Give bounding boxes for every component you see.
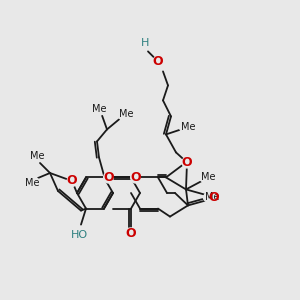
Text: Me: Me [119,110,133,119]
Ellipse shape [182,157,192,168]
Ellipse shape [179,122,197,133]
Text: Me: Me [181,122,195,132]
Text: Me: Me [201,172,215,182]
Text: Me: Me [205,192,219,203]
Ellipse shape [131,172,140,183]
Ellipse shape [209,192,219,203]
Text: Me: Me [25,178,39,188]
Text: Me: Me [30,151,44,161]
Ellipse shape [203,192,220,203]
Text: O: O [103,171,114,184]
Text: Me: Me [92,104,106,114]
Text: O: O [126,227,136,240]
Ellipse shape [23,178,40,188]
Ellipse shape [104,172,113,183]
Ellipse shape [126,228,136,239]
Text: O: O [153,55,163,68]
Text: O: O [182,156,192,169]
Text: H: H [141,38,149,48]
Ellipse shape [28,151,46,161]
Ellipse shape [117,109,135,120]
Ellipse shape [140,38,150,49]
Text: O: O [67,175,77,188]
Ellipse shape [200,172,217,183]
Text: HO: HO [70,230,88,240]
Text: O: O [209,191,219,204]
Ellipse shape [153,56,163,67]
Text: O: O [130,171,141,184]
Ellipse shape [90,104,108,115]
Ellipse shape [70,229,88,240]
Ellipse shape [67,176,77,187]
